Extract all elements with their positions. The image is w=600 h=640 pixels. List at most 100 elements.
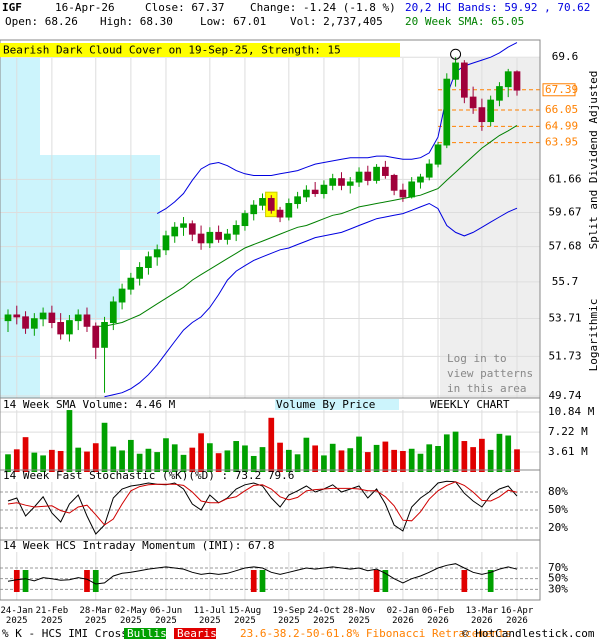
candle-body [83, 314, 91, 327]
volume-bar [514, 449, 520, 472]
x-tick-label: 28-Mar 2025 [79, 606, 112, 626]
imi-title: 14 Week HCS Intraday Momentum (IMI): 67.… [3, 539, 275, 552]
volume-bar [470, 447, 476, 472]
y-tick-label: 10.84 M [548, 405, 595, 418]
candle-body [22, 316, 29, 329]
footer-bullish: Bullish [127, 627, 173, 640]
volume-bar [5, 454, 11, 472]
volume-by-price [0, 155, 160, 250]
y-tick-label: 57.68 [548, 240, 581, 253]
volume-bar [180, 454, 187, 472]
volume-bar [268, 417, 275, 472]
volume-bar [285, 449, 292, 472]
volume-bar [329, 443, 336, 472]
x-tick-label: 06-Jun 2025 [149, 606, 183, 626]
volume-by-price [0, 250, 120, 320]
candle-body [460, 62, 468, 98]
y-tick-label: 50% [548, 503, 568, 516]
candle-body [197, 233, 205, 244]
change: Change: -1.24 (-1.8 %) [250, 1, 396, 14]
crossover-marker [84, 570, 90, 592]
volume-bar [57, 450, 64, 472]
candle-body [487, 99, 495, 123]
volume-title: 14 Week SMA Volume: 4.46 M [3, 398, 176, 411]
x-tick-label: 13-Mar 2026 [465, 606, 499, 626]
volume-bar [171, 444, 178, 472]
candle-body [127, 277, 135, 290]
volume-bar [198, 433, 204, 472]
crossover-marker [259, 570, 266, 592]
volume-bar [461, 441, 468, 472]
volume-bar [40, 455, 46, 472]
volume-bar [66, 410, 73, 472]
volume-bar [496, 433, 503, 472]
crossover-marker [92, 570, 99, 592]
volume-bar [31, 452, 38, 472]
y-tick-label: 7.22 M [548, 425, 588, 438]
candle-body [224, 233, 231, 240]
volume-bar [452, 431, 459, 472]
y-tick-label: 61.66 [548, 172, 581, 185]
volume-bar [189, 447, 196, 472]
y-tick-label: 50% [548, 572, 568, 585]
volume-bar [321, 455, 327, 472]
y-tick-label: 30% [548, 582, 568, 595]
volume-bar [242, 445, 248, 472]
fib-label: 66.05 [545, 103, 578, 116]
candle-body [513, 71, 521, 91]
footer-fibonacci: 23.6-38.2-50-61.8% Fibonacci Retracement… [240, 627, 512, 640]
x-tick-label: 28-Nov 2025 [342, 606, 376, 626]
candle-body [434, 144, 442, 165]
candle-body [496, 86, 503, 101]
candle-body [267, 198, 275, 211]
footer-bearish: Bearish [177, 627, 223, 640]
volume-bar [426, 444, 433, 472]
volume-bar [487, 449, 494, 472]
login-notice: Log in to [447, 352, 507, 365]
footer-credit: © HotCandlestick.com [462, 627, 595, 640]
volume-bar [110, 446, 117, 472]
crossover-marker [373, 570, 380, 592]
candle-body [180, 223, 187, 228]
line [104, 202, 518, 398]
candle-body [74, 314, 82, 322]
candle-body [48, 312, 56, 323]
candle-body [390, 174, 398, 191]
x-tick-label: 19-Sep 2025 [272, 606, 306, 626]
bearish-bg [174, 628, 216, 639]
candle-body [399, 189, 407, 198]
volume-bar [443, 434, 450, 472]
x-tick-label: 24-Jan 2025 [0, 606, 34, 626]
volume-bar [338, 450, 345, 472]
x-tick-label: 02-Jan 2026 [386, 606, 420, 626]
candle-body [232, 225, 240, 235]
candle-body [329, 178, 337, 186]
volume-bar [233, 441, 240, 472]
volume-bar [505, 435, 512, 472]
crossover-marker [250, 570, 257, 592]
volume-bar [435, 446, 441, 472]
candle-body [241, 213, 249, 227]
candle-body [30, 318, 38, 329]
symbol: IGF [2, 1, 22, 14]
line [95, 124, 518, 327]
date: 16-Apr-26 [55, 1, 115, 14]
x-tick-label: 15-Aug 2025 [228, 606, 262, 626]
side-label: Logarithmic [587, 299, 600, 372]
stochastic-title: 14 Week Fast Stochastic (%K)(%D) : 73.2 … [3, 469, 294, 482]
candle-body [171, 226, 179, 237]
candle-body [259, 198, 266, 206]
volume-bar [128, 439, 134, 472]
chart-note: WEEKLY CHART [430, 398, 510, 411]
candle-body [92, 325, 100, 348]
x-tick-label: 16-Apr 2026 [500, 606, 534, 626]
candle-body [206, 231, 214, 244]
login-notice: view patterns [447, 367, 533, 380]
volume-bar [49, 449, 55, 472]
y-tick-label: 3.61 M [548, 445, 588, 458]
y-tick-label: 69.6 [552, 50, 579, 63]
fib-label-box [542, 83, 576, 97]
volume-subtitle: Volume By Price [276, 398, 375, 411]
